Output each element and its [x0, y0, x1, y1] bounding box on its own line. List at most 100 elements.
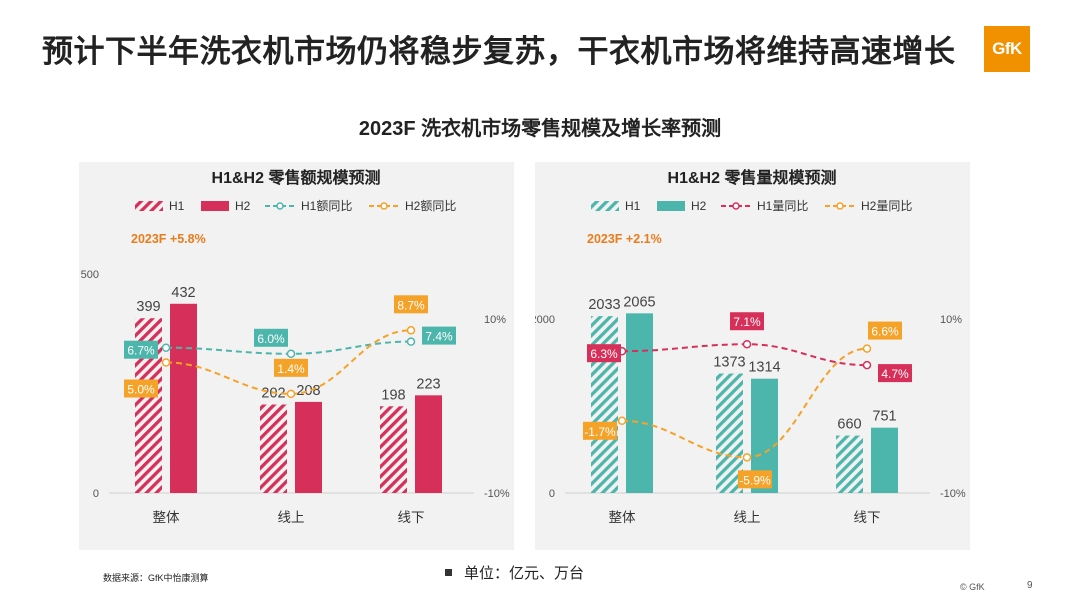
yoy-label: 7.4%: [425, 330, 453, 344]
bar-label-h1: 2033: [588, 297, 620, 313]
data-source-note: 数据来源：GfK中怡康测算: [103, 573, 209, 583]
unit-note: 单位：亿元、万台: [445, 562, 584, 583]
value-chart-panel: H1&H2 零售额规模预测 H1 H2 H1额同比 H2额同比 2023F +5.8% 0 5…: [79, 162, 514, 550]
bar-label-h1: 198: [381, 387, 405, 403]
bar-label-h2: 751: [872, 409, 896, 425]
gfk-logo: GfK: [984, 26, 1030, 72]
yoy-label-box: [254, 328, 288, 347]
yoy-label-box: [394, 295, 428, 314]
bar-label-h2: 2065: [623, 294, 655, 310]
bar-label-h2: 1314: [748, 360, 780, 376]
legend-marker-h2-yoy: [836, 202, 844, 210]
yoy-line: [165, 329, 412, 395]
legend: H1 H2 H1额同比 H2额同比: [135, 199, 456, 213]
left-axis-tick: 500: [81, 269, 99, 281]
yoy-label-box: [730, 312, 764, 331]
legend-label-h2: H2: [691, 199, 707, 213]
legend-swatch-h1: [135, 201, 163, 211]
left-axis-tick: 2000: [535, 314, 555, 326]
growth-annotation: 2023F +5.8%: [131, 232, 206, 246]
bar-h1: [591, 316, 618, 493]
yoy-label-box: [274, 358, 308, 377]
bar-label-h2: 208: [296, 383, 320, 399]
yoy-label-box: [868, 321, 902, 340]
right-axis-tick: 10%: [484, 314, 506, 326]
yoy-label-box: [583, 421, 617, 440]
bar-h1: [380, 406, 407, 493]
bar-h1: [260, 404, 287, 493]
yoy-marker: [862, 360, 872, 370]
yoy-label: -5.9%: [739, 473, 771, 487]
bar-h2: [295, 401, 322, 493]
bar-label-h1: 660: [837, 417, 861, 433]
yoy-marker: [742, 453, 752, 462]
bar-h2: [170, 303, 197, 493]
legend: H1 H2 H1量同比 H2量同比: [591, 199, 912, 213]
yoy-label: 7.1%: [733, 315, 761, 329]
legend-marker-h2-yoy: [380, 202, 388, 210]
category-label: 线上: [278, 510, 305, 525]
chart-title: H1&H2 零售量规模预测: [668, 168, 837, 187]
yoy-marker: [161, 343, 171, 352]
yoy-label: 5.0%: [127, 383, 155, 397]
bar-label-h2: 223: [416, 376, 440, 392]
legend-label-h1: H1: [169, 199, 185, 213]
category-label: 线下: [854, 510, 881, 525]
bullet-square-icon: [445, 568, 452, 576]
legend-swatch-h1: [591, 201, 619, 211]
bar-label-h1: 202: [261, 386, 285, 402]
yoy-label-box: [422, 326, 456, 345]
right-axis-tick: -10%: [484, 488, 510, 500]
category-label: 线上: [734, 510, 761, 525]
bar-h2: [871, 427, 898, 493]
yoy-label-box: [878, 364, 912, 383]
yoy-label: 6.0%: [257, 332, 285, 346]
yoy-marker: [406, 337, 416, 346]
category-label: 整体: [153, 510, 180, 525]
value-chart: H1&H2 零售额规模预测 H1 H2 H1额同比 H2额同比 2023F +5.8% 0 5…: [81, 168, 510, 525]
slide-title: 预计下半年洗衣机市场仍将稳步复苏，干衣机市场将维持高速增长: [42, 34, 956, 69]
right-axis-tick: -10%: [940, 488, 966, 500]
yoy-marker: [862, 344, 872, 353]
chart-title: H1&H2 零售额规模预测: [212, 168, 381, 187]
bar-h1: [836, 435, 863, 493]
legend-label-h1-yoy: H1量同比: [757, 199, 808, 213]
bar-label-h2: 432: [171, 285, 195, 301]
left-axis-tick: 0: [93, 488, 99, 500]
page-number: 9: [1027, 580, 1033, 591]
category-label: 线下: [398, 510, 425, 525]
legend-swatch-h2: [201, 201, 229, 211]
yoy-label-box: [124, 379, 158, 398]
yoy-marker: [406, 326, 416, 335]
yoy-marker: [742, 339, 752, 349]
legend-label-h1-yoy: H1额同比: [301, 199, 352, 213]
bar-h2: [626, 313, 653, 493]
yoy-marker: [286, 389, 296, 399]
legend-marker-h1-yoy: [732, 202, 740, 210]
yoy-label: 4.7%: [881, 367, 909, 381]
yoy-label-box: [587, 344, 621, 363]
right-axis-tick: 10%: [940, 314, 962, 326]
bar-h2: [415, 395, 442, 493]
yoy-label: -1.7%: [584, 425, 616, 439]
legend-swatch-h2: [657, 201, 685, 211]
yoy-label-box: [738, 470, 772, 489]
bar-label-h1: 1373: [713, 355, 745, 371]
legend-label-h2: H2: [235, 199, 251, 213]
yoy-marker: [161, 358, 171, 367]
bar-label-h1: 399: [136, 299, 160, 315]
legend-label-h2-yoy: H2额同比: [405, 199, 456, 213]
yoy-label: 8.7%: [397, 298, 425, 312]
chart-subtitle: 2023F 洗衣机市场零售规模及增长率预测: [358, 118, 722, 140]
left-axis-tick: 0: [549, 488, 555, 500]
legend-label-h2-yoy: H2量同比: [861, 199, 912, 213]
yoy-label: 1.4%: [277, 362, 305, 376]
unit-text: 单位：亿元、万台: [464, 565, 585, 582]
yoy-label: 6.6%: [871, 325, 899, 339]
volume-chart-panel: H1&H2 零售量规模预测 H1 H2 H1量同比 H2量同比 2023F +2.1% 0 2…: [535, 162, 970, 550]
yoy-label-box: [124, 340, 158, 359]
category-label: 整体: [609, 510, 637, 525]
volume-chart: H1&H2 零售量规模预测 H1 H2 H1量同比 H2量同比 2023F +2.1% 0 2…: [535, 168, 966, 525]
yoy-marker: [286, 349, 296, 359]
legend-marker-h1-yoy: [276, 202, 284, 210]
